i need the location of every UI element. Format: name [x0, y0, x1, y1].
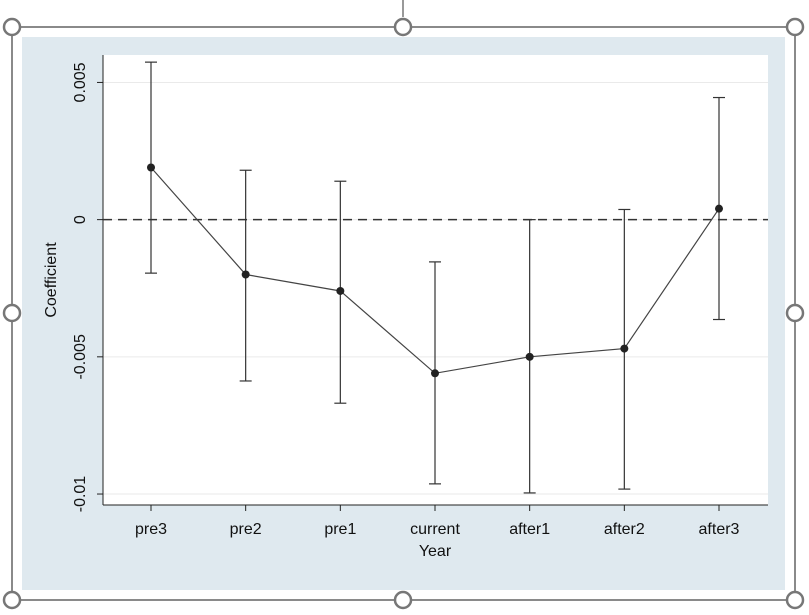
y-axis-label: Coefficient: [43, 242, 60, 318]
handle[interactable]: [2, 17, 22, 37]
point: [525, 352, 534, 361]
x-tick-label: pre2: [230, 521, 262, 538]
y-tick-label: -0.005: [72, 334, 89, 379]
y-tick-label: 0: [72, 215, 89, 224]
point: [431, 369, 439, 378]
handle[interactable]: [785, 17, 805, 37]
handle[interactable]: [785, 303, 805, 323]
handle[interactable]: [393, 17, 413, 37]
point: [715, 204, 723, 213]
x-tick-label: current: [410, 521, 460, 538]
handle[interactable]: [785, 590, 805, 610]
point: [336, 286, 345, 295]
x-tick-label: after3: [699, 521, 740, 538]
x-tick-label: after1: [509, 521, 550, 538]
x-tick-label: pre3: [135, 521, 167, 538]
y-tick-label: 0.005: [72, 62, 89, 102]
y-tick-label: -0.01: [72, 476, 89, 513]
handle[interactable]: [2, 590, 22, 610]
x-axis-label: Year: [419, 543, 452, 560]
point: [241, 270, 250, 279]
x-tick-label: pre1: [324, 521, 356, 538]
x-tick-label: after2: [604, 521, 645, 538]
handle[interactable]: [393, 590, 413, 610]
point: [620, 344, 629, 353]
handle[interactable]: [2, 303, 22, 323]
point: [147, 163, 155, 172]
